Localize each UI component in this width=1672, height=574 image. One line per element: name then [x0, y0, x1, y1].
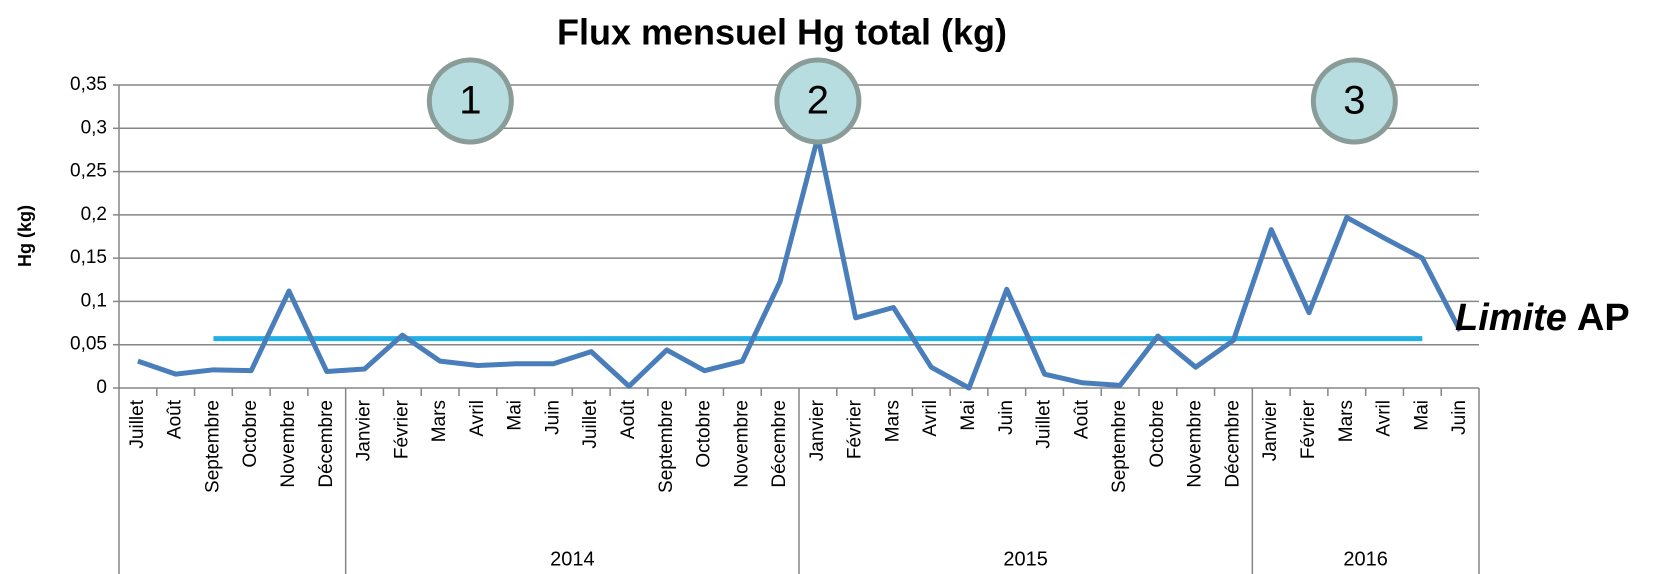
y-tick-label: 0,3: [81, 117, 107, 138]
annotation-circle: [1310, 57, 1398, 145]
y-tick-label: 0,25: [70, 161, 107, 182]
x-tick-label: Décembre: [1222, 400, 1243, 488]
y-tick-label: 0: [96, 377, 107, 398]
x-tick-label: Octobre: [694, 400, 715, 468]
x-tick-label: Août: [165, 399, 186, 439]
x-tick-label: Novembre: [731, 400, 752, 488]
x-tick-label: Mai: [1411, 400, 1432, 431]
x-tick-label: Avril: [920, 400, 941, 437]
x-tick-label: Juillet: [580, 399, 601, 448]
y-tick-label: 0,1: [81, 290, 107, 311]
x-tick-label: Juin: [996, 400, 1017, 435]
year-label: 2016: [1343, 548, 1388, 570]
x-tick-label: Juillet: [1034, 399, 1055, 448]
annotation-label: 1: [459, 79, 481, 123]
x-tick-label: Avril: [1374, 400, 1395, 437]
x-tick-label: Février: [391, 399, 412, 459]
x-tick-label: Novembre: [1185, 400, 1206, 488]
x-tick-label: Janvier: [807, 399, 828, 461]
x-tick-label: Mars: [882, 400, 903, 442]
x-tick-label: Avril: [467, 400, 488, 437]
x-tick-label: Septembre: [202, 400, 223, 493]
x-tick-label: Juillet: [127, 399, 148, 448]
x-tick-label: Août: [618, 399, 639, 439]
x-tick-label: Janvier: [354, 399, 375, 461]
x-tick-label: Juin: [542, 400, 563, 435]
limit-label: Limite AP: [1455, 297, 1630, 339]
x-tick-label: Septembre: [656, 400, 677, 493]
x-tick-label: Décembre: [316, 400, 337, 488]
y-tick-label: 0,15: [70, 247, 107, 268]
year-label: 2015: [1003, 548, 1048, 570]
y-axis-label: Hg (kg): [15, 205, 35, 267]
y-tick-label: 0,35: [70, 74, 107, 95]
annotation-label: 2: [807, 79, 829, 123]
limit-label-bold: AP: [1577, 297, 1630, 339]
x-tick-label: Mars: [1336, 400, 1357, 442]
x-tick-label: Décembre: [769, 400, 790, 488]
x-tick-label: Octobre: [240, 400, 261, 468]
x-tick-label: Octobre: [1147, 400, 1168, 468]
x-tick-label: Mars: [429, 400, 450, 442]
x-tick-label: Septembre: [1109, 400, 1130, 493]
x-tick-label: Janvier: [1260, 399, 1281, 461]
year-label: 2014: [550, 548, 595, 570]
series-line: [137, 134, 1463, 391]
x-tick-label: Mai: [958, 400, 979, 431]
x-tick-label: Novembre: [278, 400, 299, 488]
x-tick-label: Mai: [505, 400, 526, 431]
x-tick-label: Février: [1298, 399, 1319, 459]
x-tick-label: Juin: [1449, 400, 1470, 435]
annotation-circle: [774, 57, 862, 145]
limit-label-italic: Limite: [1455, 297, 1567, 339]
y-tick-label: 0,2: [81, 204, 107, 225]
chart-title: Flux mensuel Hg total (kg): [557, 12, 1007, 53]
annotation-circle: [426, 57, 514, 145]
x-tick-label: Février: [845, 399, 866, 459]
y-tick-label: 0,05: [70, 334, 107, 355]
annotation-label: 3: [1343, 79, 1365, 123]
x-tick-label: Août: [1071, 399, 1092, 439]
